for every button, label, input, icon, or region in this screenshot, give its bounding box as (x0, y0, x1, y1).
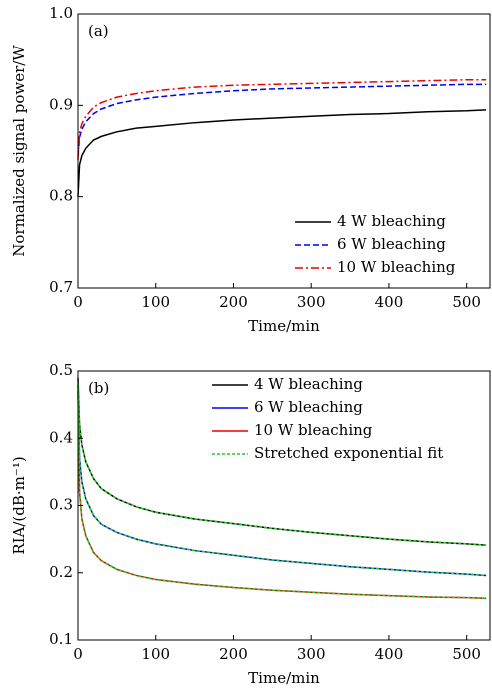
data-line (77, 79, 487, 161)
y-tick-label: 0.1 (49, 630, 73, 648)
legend-label: 4 W bleaching (337, 212, 446, 230)
y-tick-label: 0.7 (49, 278, 73, 296)
legend-label: 10 W bleaching (337, 258, 456, 276)
y-tick-label: 1.0 (49, 4, 73, 22)
legend-label: 4 W bleaching (254, 375, 363, 393)
data-line (77, 384, 487, 577)
legend-label: 10 W bleaching (254, 421, 373, 439)
x-tick-label: 100 (141, 293, 170, 311)
x-tick-label: 100 (141, 645, 170, 663)
x-tick-label: 300 (297, 645, 326, 663)
x-axis-label: Time/min (248, 669, 320, 687)
legend-label: 6 W bleaching (337, 235, 446, 253)
x-axis-label: Time/min (248, 317, 320, 335)
legend-label: 6 W bleaching (254, 398, 363, 416)
data-line (77, 391, 487, 600)
y-tick-label: 0.8 (49, 187, 73, 205)
x-tick-label: 200 (219, 645, 248, 663)
x-tick-label: 400 (375, 645, 404, 663)
plot-frame (77, 13, 491, 289)
data-line (77, 377, 487, 546)
y-tick-label: 0.4 (49, 428, 73, 446)
legend-label: Stretched exponential fit (254, 444, 443, 462)
y-tick-label: 0.2 (49, 563, 73, 581)
x-tick-label: 400 (375, 293, 404, 311)
data-line (77, 83, 487, 156)
y-axis-label: RIA/(dB·m⁻¹) (10, 456, 28, 554)
x-tick-label: 0 (73, 293, 83, 311)
y-axis-label: Normalized signal power/W (10, 45, 28, 257)
x-tick-label: 500 (452, 293, 481, 311)
y-tick-label: 0.3 (49, 496, 73, 514)
x-tick-label: 300 (297, 293, 326, 311)
data-line (77, 109, 487, 197)
y-tick-label: 0.5 (49, 361, 73, 379)
y-tick-label: 0.9 (49, 95, 73, 113)
panel-label: (b) (88, 379, 109, 397)
x-tick-label: 200 (219, 293, 248, 311)
panel-label: (a) (88, 22, 109, 40)
x-tick-label: 500 (452, 645, 481, 663)
x-tick-label: 0 (73, 645, 83, 663)
